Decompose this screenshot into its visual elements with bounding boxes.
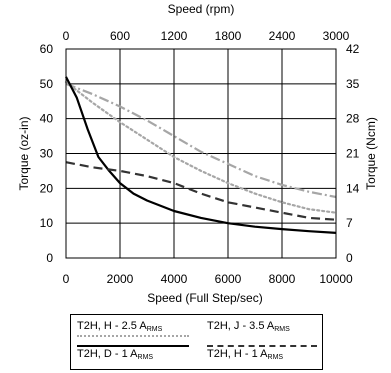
legend-label: T2H, H - 2.5 A	[77, 320, 147, 332]
series-line-solid	[65, 76, 337, 234]
y-tick-label: 50	[40, 77, 54, 91]
legend-swatch-dashed	[207, 345, 317, 347]
grid	[66, 49, 336, 258]
x-tick-label: 6000	[215, 272, 242, 286]
y2-tick-label: 35	[346, 77, 360, 91]
series-line-dashed	[65, 161, 337, 221]
legend-swatch-dotted	[77, 335, 189, 337]
legend-item-t2h-h-1a: T2H, H - 1 ARMS	[207, 348, 283, 364]
x-tick-label: 8000	[269, 272, 296, 286]
top-tick-label: 1800	[215, 29, 242, 43]
y2-tick-label: 42	[346, 42, 360, 56]
legend-label: T2H, D - 1 A	[77, 348, 138, 360]
plot-frame	[65, 48, 337, 259]
legend-label-sub: RMS	[146, 326, 163, 333]
y2-tick-label: 14	[346, 181, 360, 195]
top-tick-label: 2400	[269, 29, 296, 43]
legend-label-sub: RMS	[137, 354, 154, 361]
x-tick-label: 4000	[161, 272, 188, 286]
y2-axis-title: Torque (Ncm)	[364, 117, 378, 190]
x-tick-label: 0	[63, 272, 70, 286]
top-axis-title: Speed (rpm)	[168, 2, 235, 16]
top-tick-label: 0	[63, 29, 70, 43]
legend-item-t2h-j-3-5a: T2H, J - 3.5 ARMS	[207, 320, 290, 336]
legend-label-sub: RMS	[274, 326, 290, 333]
y-axis-title: Torque (oz-in)	[17, 116, 31, 190]
top-tick-label: 3000	[323, 29, 350, 43]
y2-tick-label: 7	[346, 216, 353, 230]
top-tick-label: 600	[110, 29, 130, 43]
legend-item-t2h-d-1a: T2H, D - 1 ARMS	[77, 348, 153, 364]
legend-swatch-solid	[77, 345, 189, 347]
series-line-dashdot	[65, 82, 337, 199]
series-lines	[64, 76, 338, 234]
y-tick-label: 0	[46, 251, 53, 265]
y-tick-label: 60	[40, 42, 54, 56]
y-tick-label: 40	[40, 112, 54, 126]
y-tick-label: 30	[40, 147, 54, 161]
legend-item-t2h-h-2-5a: T2H, H - 2.5 ARMS	[77, 320, 162, 336]
y-tick-label: 20	[40, 181, 54, 195]
y-tick-label: 10	[40, 216, 54, 230]
x-tick-label: 10000	[319, 272, 353, 286]
legend-label: T2H, H - 1 A	[207, 348, 268, 360]
y2-tick-label: 28	[346, 112, 360, 126]
y2-tick-label: 0	[346, 251, 353, 265]
series-line-dotted	[64, 80, 338, 214]
legend-label-sub: RMS	[267, 354, 284, 361]
legend: T2H, H - 2.5 ARMS T2H, J - 3.5 ARMS T2H,…	[70, 314, 323, 370]
top-tick-label: 1200	[161, 29, 188, 43]
x-tick-label: 2000	[107, 272, 134, 286]
x-axis-title: Speed (Full Step/sec)	[147, 291, 262, 305]
y2-tick-label: 21	[346, 147, 360, 161]
legend-label: T2H, J - 3.5 A	[207, 320, 275, 332]
